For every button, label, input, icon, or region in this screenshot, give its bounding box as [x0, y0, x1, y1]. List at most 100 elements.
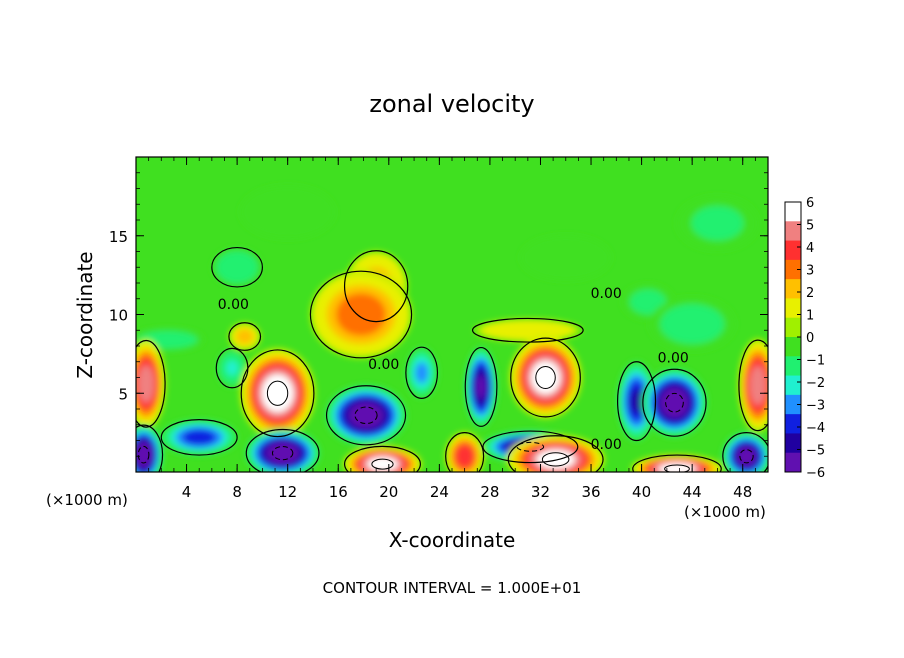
contour-label: 0.00	[218, 297, 249, 313]
contour-line	[738, 339, 768, 432]
field-feature	[309, 270, 413, 359]
field-level	[664, 465, 690, 472]
colorbar-segment	[785, 298, 801, 319]
field-level	[226, 360, 239, 376]
contour-line	[464, 346, 498, 427]
x-tick-label: 16	[329, 483, 348, 501]
colorbar-tick-label: −1	[806, 354, 825, 369]
contour-line-inner	[535, 365, 556, 390]
field-level	[415, 362, 429, 384]
colorbar-tick-label: 5	[806, 219, 814, 234]
field-feature	[520, 235, 611, 281]
y-tick-label: 5	[118, 385, 128, 403]
contour-line	[245, 428, 320, 472]
colorbar-segment	[785, 433, 801, 454]
x-tick-label: 44	[683, 483, 702, 501]
colorbar-tick-label: 6	[806, 196, 814, 211]
colorbar-segment	[785, 202, 801, 222]
field-level	[355, 407, 378, 424]
x-axis-ticks: 4 8 12 16 20 24 28 32 36 40 44 48	[148, 157, 756, 501]
colorbar-tick-label: −5	[806, 444, 825, 459]
contour-line-inner	[271, 445, 294, 461]
field-feature	[216, 348, 248, 388]
field-feature	[474, 318, 582, 342]
contour-line	[160, 419, 238, 456]
field-feature	[641, 367, 708, 438]
field-level	[691, 205, 744, 241]
contour-line	[136, 424, 164, 472]
colorbar-tick-label: 4	[806, 241, 814, 256]
x-unit-label-left: (×1000 m)	[46, 491, 128, 509]
colorbar-tick-label: 0	[806, 331, 814, 346]
colorbar-segment	[785, 414, 801, 434]
contour-label: 0.00	[591, 286, 622, 302]
field-feature	[239, 348, 316, 439]
field-feature	[509, 336, 582, 419]
field-level	[240, 185, 335, 239]
contour-line	[228, 322, 262, 351]
field-level	[455, 444, 474, 468]
contour-line	[482, 430, 579, 464]
contour-line-inner	[739, 449, 754, 464]
y-tick-label: 15	[109, 228, 128, 246]
field-level	[148, 333, 187, 346]
field-level	[336, 293, 386, 336]
field-feature	[721, 431, 768, 472]
contour-line	[507, 435, 604, 472]
contour-line	[642, 368, 707, 437]
velocity-field	[136, 157, 768, 472]
colorbar-tick-label: −6	[806, 466, 825, 481]
field-level	[520, 235, 611, 281]
field-feature	[445, 432, 485, 472]
field-level	[476, 375, 486, 399]
field-feature	[649, 297, 735, 351]
x-tick-label: 24	[430, 483, 449, 501]
field-level	[535, 366, 556, 389]
field-feature	[136, 423, 164, 472]
contour-line	[616, 361, 657, 442]
contour-line	[405, 346, 439, 399]
colorbar-segment	[785, 452, 801, 473]
field-feature	[212, 248, 262, 287]
field-level	[266, 379, 289, 407]
contour-interval-footer: CONTOUR INTERVAL = 1.000E+01	[323, 579, 582, 597]
field-feature	[244, 428, 321, 472]
contour-lines	[136, 246, 768, 472]
contour-line-inner	[137, 445, 150, 464]
contour-line-inner	[371, 458, 394, 470]
field-level	[630, 388, 643, 414]
contour-line-inner	[664, 464, 690, 472]
contour-line-inner	[516, 441, 545, 452]
colorbar-tick-label: 1	[806, 309, 814, 324]
colorbar-segment	[785, 337, 801, 357]
x-tick-label: 20	[379, 483, 398, 501]
field-level	[660, 303, 725, 344]
field-feature	[136, 339, 166, 429]
field-level	[749, 365, 767, 406]
colorbar-segment	[785, 375, 801, 396]
x-tick-label: 32	[531, 483, 550, 501]
contour-line	[632, 454, 722, 472]
contour-line	[215, 347, 249, 389]
colorbar-tick-label: −3	[806, 399, 825, 414]
contour-line-inner	[665, 392, 684, 413]
contour-line	[211, 246, 263, 288]
field-feature	[464, 346, 498, 428]
colorbar-tick-label: 3	[806, 264, 814, 279]
contour-line-inner	[266, 380, 289, 406]
contour-line	[722, 432, 768, 472]
field-feature	[228, 322, 261, 351]
contour-line	[510, 337, 581, 418]
contour-label: 0.00	[658, 351, 689, 367]
contour-label: 0.00	[368, 357, 399, 373]
field-level	[543, 453, 568, 466]
colorbar-segment	[785, 394, 801, 415]
field-feature	[676, 196, 759, 251]
x-tick-label: 48	[733, 483, 752, 501]
contour-labels: 0.00 0.00 0.00 0.00 0.00	[218, 286, 689, 453]
x-tick-label: 28	[480, 483, 499, 501]
x-axis-label: X-coordinate	[389, 528, 516, 552]
field-feature	[240, 185, 335, 239]
